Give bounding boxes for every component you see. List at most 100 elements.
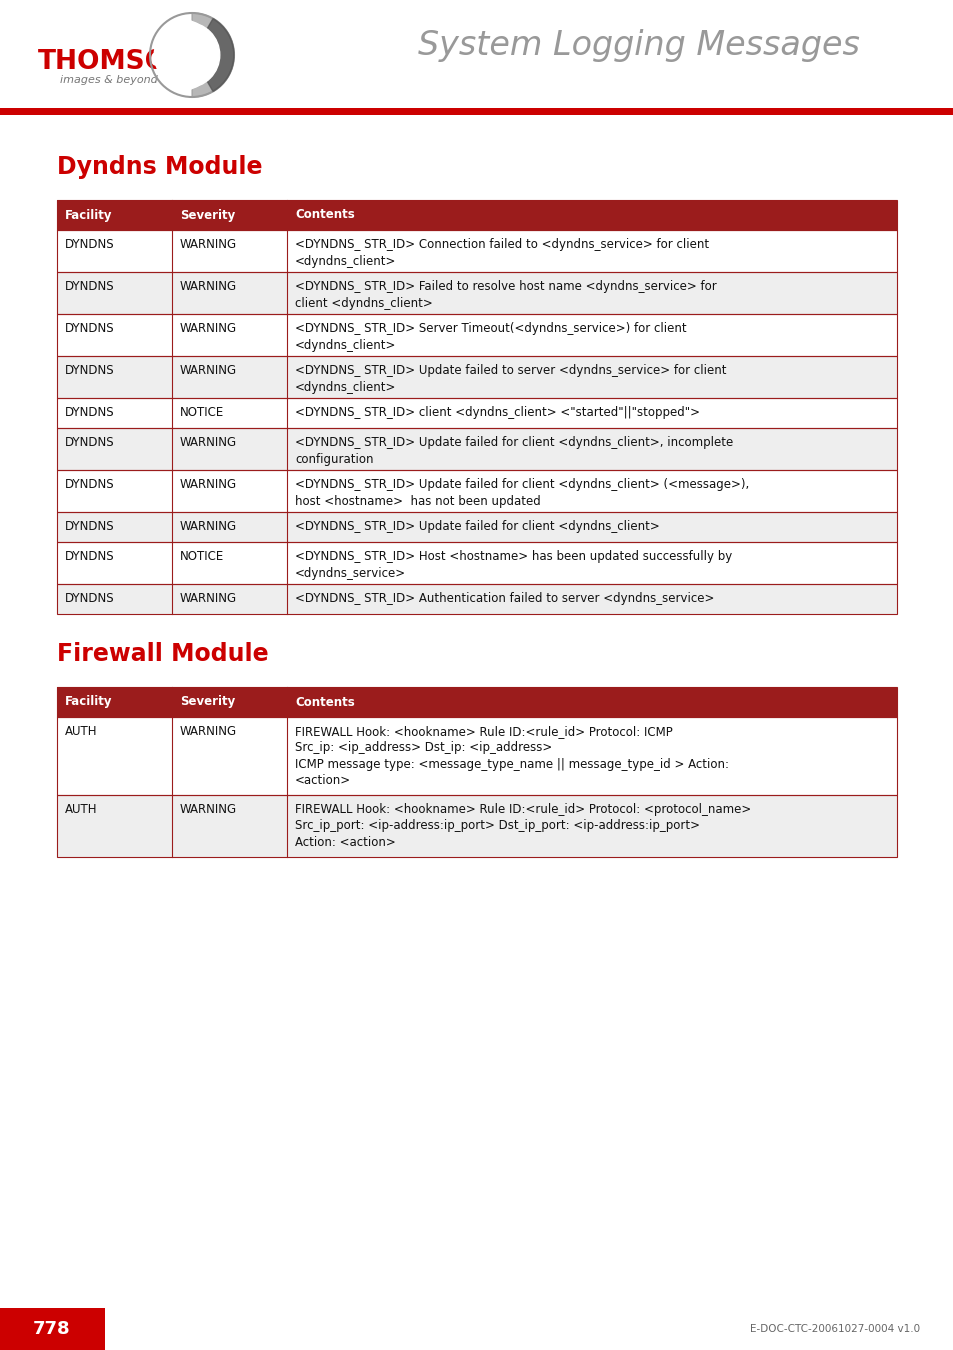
Text: DYNDNS: DYNDNS [65,593,114,605]
Text: DYNDNS: DYNDNS [65,549,114,563]
Bar [57,687,896,717]
Bar [57,795,896,857]
Bar [172,356,287,398]
Text: WARNING: WARNING [180,725,237,738]
Bar [57,230,896,271]
Text: WARNING: WARNING [180,593,237,605]
Bar [287,200,896,230]
Bar [57,398,896,428]
Bar [57,398,172,428]
Bar [172,470,287,512]
Text: <DYNDNS_ STR_ID> client <dyndns_client> <"started"||"stopped">: <DYNDNS_ STR_ID> client <dyndns_client> … [294,406,700,418]
Text: <DYNDNS_ STR_ID> Update failed to server <dyndns_service> for client
<dyndns_cli: <DYNDNS_ STR_ID> Update failed to server… [294,364,726,393]
Bar [287,470,896,512]
Bar [57,315,896,356]
Text: Contents: Contents [294,208,355,221]
Bar [57,315,172,356]
Bar [287,795,896,857]
Bar [172,795,287,857]
Bar [57,717,896,795]
Bar [57,230,172,271]
Bar [172,230,287,271]
Text: <DYNDNS_ STR_ID> Server Timeout(<dyndns_service>) for client
<dyndns_client>: <DYNDNS_ STR_ID> Server Timeout(<dyndns_… [294,323,686,351]
Bar [172,687,287,717]
Bar [172,512,287,541]
Text: WARNING: WARNING [180,238,237,251]
Text: THOMSON: THOMSON [38,49,190,76]
Bar [172,271,287,315]
Bar [57,428,172,470]
Bar [172,585,287,614]
Bar [57,470,896,512]
Text: AUTH: AUTH [65,725,97,738]
Bar [287,687,896,717]
Text: AUTH: AUTH [65,803,97,815]
Text: DYNDNS: DYNDNS [65,279,114,293]
Text: 778: 778 [33,1320,71,1338]
Bar [57,687,172,717]
Bar [57,512,896,541]
Bar [0,1308,105,1350]
Bar [57,428,896,470]
Bar [172,541,287,585]
Bar [57,356,172,398]
Text: <DYNDNS_ STR_ID> Connection failed to <dyndns_service> for client
<dyndns_client: <DYNDNS_ STR_ID> Connection failed to <d… [294,238,708,267]
Text: Contents: Contents [294,695,355,709]
Bar [57,271,172,315]
Text: WARNING: WARNING [180,478,237,491]
Text: WARNING: WARNING [180,520,237,533]
Bar [172,428,287,470]
Text: <DYNDNS_ STR_ID> Update failed for client <dyndns_client>, incomplete
configurat: <DYNDNS_ STR_ID> Update failed for clien… [294,436,733,466]
Text: WARNING: WARNING [180,803,237,815]
Text: DYNDNS: DYNDNS [65,436,114,450]
Bar [287,428,896,470]
Text: DYNDNS: DYNDNS [65,406,114,418]
Text: FIREWALL Hook: <hookname> Rule ID:<rule_id> Protocol: ICMP
Src_ip: <ip_address> : FIREWALL Hook: <hookname> Rule ID:<rule_… [294,725,728,787]
Text: System Logging Messages: System Logging Messages [417,28,859,62]
Bar [57,585,172,614]
Text: WARNING: WARNING [180,323,237,335]
Text: images & beyond: images & beyond [60,76,157,85]
Text: DYNDNS: DYNDNS [65,478,114,491]
Bar [57,356,896,398]
Bar [57,541,896,585]
Text: WARNING: WARNING [180,436,237,450]
Bar [172,200,287,230]
Bar [172,315,287,356]
Bar [57,271,896,315]
Text: <DYNDNS_ STR_ID> Authentication failed to server <dyndns_service>: <DYNDNS_ STR_ID> Authentication failed t… [294,593,714,605]
Wedge shape [192,14,233,97]
Bar [287,398,896,428]
Text: <DYNDNS_ STR_ID> Update failed for client <dyndns_client> (<message>),
host <hos: <DYNDNS_ STR_ID> Update failed for clien… [294,478,749,508]
Text: DYNDNS: DYNDNS [65,323,114,335]
Bar [287,717,896,795]
Circle shape [154,22,219,88]
Text: Severity: Severity [180,208,235,221]
Text: WARNING: WARNING [180,279,237,293]
Text: NOTICE: NOTICE [180,549,224,563]
Circle shape [144,19,215,90]
Bar [172,717,287,795]
Bar [287,315,896,356]
Bar [287,541,896,585]
Bar [287,585,896,614]
Text: Severity: Severity [180,695,235,709]
Text: E-DOC-CTC-20061027-0004 v1.0: E-DOC-CTC-20061027-0004 v1.0 [749,1324,919,1334]
Wedge shape [192,19,233,92]
Text: <DYNDNS_ STR_ID> Host <hostname> has been updated successfully by
<dyndns_servic: <DYNDNS_ STR_ID> Host <hostname> has bee… [294,549,732,579]
Text: Firewall Module: Firewall Module [57,643,269,666]
Bar [287,271,896,315]
Bar [57,200,896,230]
Bar [57,541,172,585]
Bar [57,717,172,795]
Bar [57,470,172,512]
Text: Facility: Facility [65,695,112,709]
Text: NOTICE: NOTICE [180,406,224,418]
Bar [57,200,172,230]
Text: <DYNDNS_ STR_ID> Update failed for client <dyndns_client>: <DYNDNS_ STR_ID> Update failed for clien… [294,520,659,533]
Text: DYNDNS: DYNDNS [65,520,114,533]
Bar [57,795,172,857]
Text: WARNING: WARNING [180,364,237,377]
Bar [57,512,172,541]
Bar [172,398,287,428]
